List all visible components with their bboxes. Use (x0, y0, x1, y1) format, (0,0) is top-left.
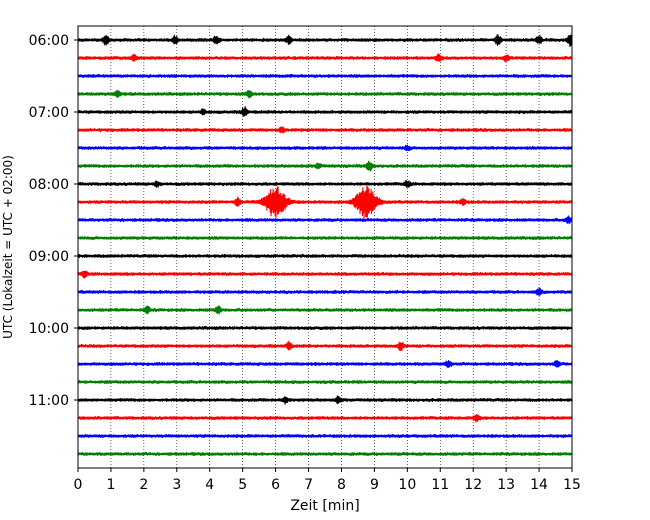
seismic-trace (77, 89, 573, 99)
y-tick-label: 09:00 (29, 249, 69, 265)
plot-frame (78, 26, 572, 468)
seismic-trace (77, 126, 573, 134)
seismic-trace (77, 451, 573, 457)
seismic-trace (77, 34, 573, 47)
seismic-trace (77, 235, 573, 241)
seismic-trace (77, 395, 573, 405)
x-tick-label: 3 (172, 477, 181, 493)
seismic-trace (77, 144, 573, 152)
x-tick-label: 14 (530, 477, 548, 493)
y-tick-label: 11:00 (29, 393, 69, 409)
seismic-trace (77, 106, 573, 117)
x-axis-label: Zeit [min] (290, 498, 359, 514)
y-tick-label: 08:00 (29, 177, 69, 193)
seismic-trace (77, 379, 573, 385)
seismic-trace (77, 359, 573, 368)
y-tick-label: 06:00 (29, 33, 69, 49)
x-tick-label: 7 (304, 477, 313, 493)
x-tick-label: 8 (337, 477, 346, 493)
y-axis-ticks: 06:00 07:00 08:00 09:00 10:00 11:00 (29, 33, 78, 409)
seismic-trace (77, 185, 573, 219)
y-tick-label: 07:00 (29, 105, 69, 121)
x-tick-label: 10 (398, 477, 416, 493)
seismic-trace (77, 160, 573, 172)
x-axis-ticks: 0 1 2 3 4 5 6 7 8 9 10 11 12 13 14 15 (74, 468, 581, 493)
seismic-trace (77, 287, 573, 296)
seismic-trace (77, 340, 573, 352)
seismic-trace (77, 413, 573, 423)
x-tick-label: 9 (370, 477, 379, 493)
x-tick-label: 0 (74, 477, 83, 493)
seismic-trace (77, 305, 573, 315)
seismic-trace (77, 180, 573, 189)
x-tick-label: 4 (205, 477, 214, 493)
x-tick-label: 15 (563, 477, 581, 493)
seismic-trace (77, 433, 573, 439)
seismic-trace (77, 73, 573, 79)
traces (77, 34, 573, 457)
x-tick-label: 6 (271, 477, 280, 493)
seismic-trace (77, 253, 573, 259)
plot-border (77, 25, 573, 469)
x-tick-label: 2 (139, 477, 148, 493)
seismic-trace (77, 215, 573, 225)
x-tick-label: 1 (106, 477, 115, 493)
y-axis-label: UTC (Lokalzeit = UTC + 02:00) (1, 155, 15, 339)
x-tick-label: 11 (431, 477, 449, 493)
x-tick-label: 12 (464, 477, 482, 493)
y-tick-label: 10:00 (29, 321, 69, 337)
seismic-trace (77, 53, 573, 63)
x-tick-label: 13 (497, 477, 515, 493)
seismic-trace (77, 270, 573, 279)
x-tick-label: 5 (238, 477, 247, 493)
seismic-trace (77, 325, 573, 331)
